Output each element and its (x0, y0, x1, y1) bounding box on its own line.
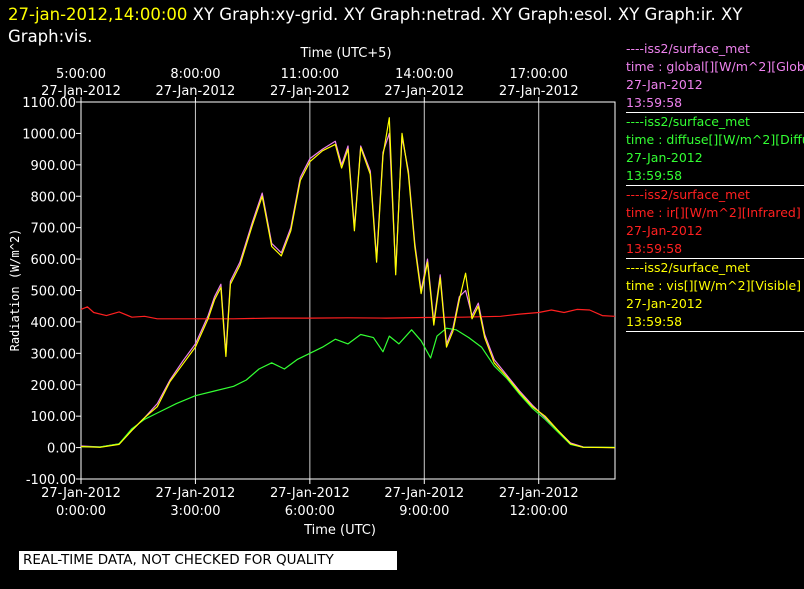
x2-tick-time: 11:00:00 (281, 67, 339, 82)
x2-tick-time: 14:00:00 (395, 67, 453, 82)
legend-separator (626, 258, 804, 259)
legend-line: ----iss2/surface_met (626, 187, 750, 202)
x-tick-time: 12:00:00 (510, 504, 568, 519)
x2-tick-date: 27-Jan-2012 (499, 84, 579, 99)
series-line-vis (80, 117, 616, 449)
y-tick-label: -100.00 (26, 473, 76, 488)
legend-date: 27-Jan-2012 (626, 77, 703, 92)
y-tick-label: 200.00 (31, 379, 77, 394)
chart-grid (194, 102, 540, 479)
x-axis-top: 5:00:00 27-Jan-2012 8:00:00 27-Jan-2012 11:0… (41, 67, 579, 102)
series-lines (80, 117, 616, 449)
x2-axis-title: Time (UTC+5) (299, 46, 391, 61)
plot-frame (80, 101, 616, 480)
legend-separator (626, 331, 804, 332)
x-tick-date: 27-Jan-2012 (156, 486, 236, 501)
y-axis-title: Radiation (W/m^2) (8, 229, 22, 352)
quality-notice: REAL-TIME DATA, NOT CHECKED FOR QUALITY (19, 551, 397, 570)
x-tick-date: 27-Jan-2012 (384, 486, 464, 501)
legend-var: time : diffuse[][W/m^2][Diffuse] (626, 132, 804, 147)
header-graph-list: XY Graph:xy-grid. XY Graph:netrad. XY Gr… (8, 5, 743, 46)
x-tick-date: 27-Jan-2012 (270, 486, 350, 501)
legend-var: time : ir[][W/m^2][Infrared] (626, 205, 801, 220)
series-line-diffuse (80, 327, 615, 448)
y-tick-label: 300.00 (31, 347, 77, 362)
x-tick-date: 27-Jan-2012 (41, 486, 121, 501)
y-tick-label: 500.00 (31, 285, 77, 300)
x-tick-time: 9:00:00 (399, 504, 449, 519)
x-axis-bottom: 27-Jan-2012 0:00:00 27-Jan-2012 3:00:00 27-J… (41, 479, 579, 519)
x2-tick-date: 27-Jan-2012 (384, 84, 464, 99)
x-tick-time: 0:00:00 (56, 504, 106, 519)
y-tick-label: 0.00 (47, 442, 76, 457)
series-line-ir (80, 306, 616, 320)
x2-tick-time: 8:00:00 (170, 67, 220, 82)
header-timestamp: 27-jan-2012,14:00:00 (8, 5, 188, 24)
y-tick-label: 400.00 (31, 316, 77, 331)
legend-line: ----iss2/surface_met (626, 260, 750, 275)
y-axis: -100.00 0.00 100.00 200.00 300.00 400.00 500.0… (22, 96, 81, 488)
series-line-global (80, 132, 616, 449)
legend-separator (626, 112, 804, 113)
y-tick-label: 600.00 (31, 253, 77, 268)
x2-tick-date: 27-Jan-2012 (41, 84, 121, 99)
y-tick-label: 900.00 (31, 159, 77, 174)
legend-date: 27-Jan-2012 (626, 150, 703, 165)
y-tick-label: 100.00 (31, 410, 77, 425)
x-tick-date: 27-Jan-2012 (499, 486, 579, 501)
x2-tick-time: 5:00:00 (56, 67, 106, 82)
x-tick-time: 6:00:00 (285, 504, 335, 519)
legend-separator (626, 185, 804, 186)
x-tick-time: 3:00:00 (170, 504, 220, 519)
legend-time: 13:59:58 (626, 95, 683, 110)
legend-time: 13:59:58 (626, 241, 683, 256)
legend-line: ----iss2/surface_met (626, 114, 750, 129)
legend-var: time : global[][W/m^2][Global] (626, 59, 804, 74)
legend-date: 27-Jan-2012 (626, 296, 703, 311)
y-tick-label: 800.00 (31, 190, 77, 205)
y-tick-label: 1100.00 (22, 96, 76, 111)
legend-var: time : vis[][W/m^2][Visible] (626, 278, 802, 293)
legend-time: 13:59:58 (626, 168, 683, 183)
x2-tick-date: 27-Jan-2012 (156, 84, 236, 99)
legend-time: 13:59:58 (626, 314, 683, 329)
x-axis-title: Time (UTC) (303, 523, 376, 538)
x2-tick-date: 27-Jan-2012 (270, 84, 350, 99)
y-tick-label: 700.00 (31, 222, 77, 237)
header: 27-jan-2012,14:00:00 XY Graph:xy-grid. X… (8, 4, 798, 48)
legend-date: 27-Jan-2012 (626, 223, 703, 238)
y-tick-label: 1000.00 (22, 127, 76, 142)
legend-line: ----iss2/surface_met (626, 41, 750, 56)
x2-tick-time: 17:00:00 (510, 67, 568, 82)
